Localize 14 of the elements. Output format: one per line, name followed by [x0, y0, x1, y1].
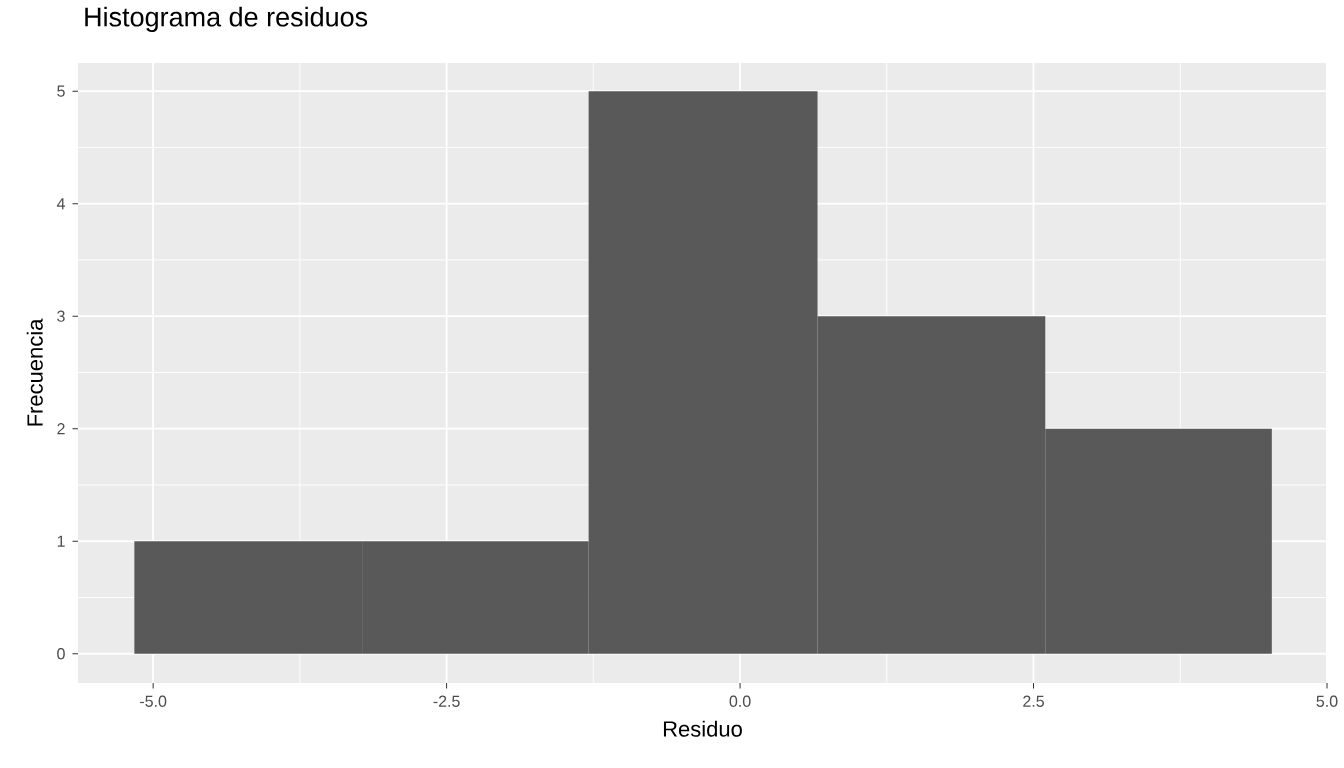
x-tick-label: -5.0 [140, 695, 167, 707]
chart-title: Histograma de residuos [85, 6, 368, 32]
y-tick-label: 2 [57, 423, 65, 435]
y-axis-title: Frecuencia [26, 318, 43, 426]
x-tick-label: 0.0 [729, 695, 751, 707]
x-tick-label: -2.5 [433, 695, 460, 707]
y-tick-label: 4 [56, 198, 65, 210]
y-tick-label: 3 [57, 310, 65, 322]
x-axis-title: Residuo [663, 720, 742, 737]
y-tick-label: 0 [57, 648, 65, 660]
x-tick-label: 5.0 [1316, 695, 1338, 707]
y-tick-label: 1 [57, 535, 65, 547]
y-tick-label: 5 [57, 85, 65, 97]
x-tick-label: 2.5 [1023, 695, 1044, 707]
